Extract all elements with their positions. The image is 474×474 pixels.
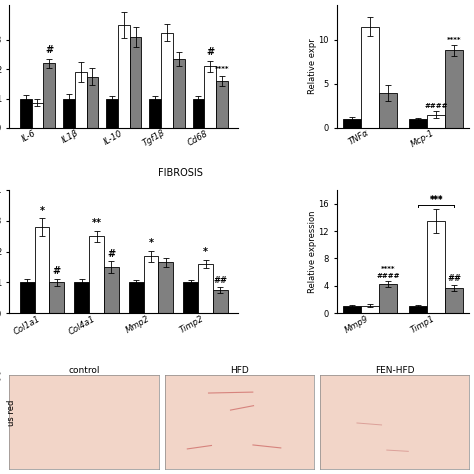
Bar xyxy=(149,99,161,128)
Bar xyxy=(144,256,158,313)
Bar xyxy=(49,283,64,313)
Bar xyxy=(89,236,104,313)
Text: ####: #### xyxy=(425,103,448,109)
Bar xyxy=(445,288,463,313)
Y-axis label: Relative expr: Relative expr xyxy=(308,38,317,94)
Bar xyxy=(183,283,198,313)
Bar xyxy=(173,59,184,128)
Text: #: # xyxy=(206,47,214,57)
Text: *: * xyxy=(148,238,154,248)
Text: ****: **** xyxy=(215,66,229,72)
Bar xyxy=(361,27,379,128)
Bar xyxy=(130,37,141,128)
Bar xyxy=(161,33,173,128)
Bar xyxy=(106,99,118,128)
Title: control: control xyxy=(68,366,100,375)
Bar xyxy=(129,283,144,313)
Text: *: * xyxy=(203,247,208,257)
Bar xyxy=(20,99,32,128)
Text: ##: ## xyxy=(447,274,461,283)
Text: **: ** xyxy=(91,218,101,228)
Bar xyxy=(428,115,445,128)
Bar xyxy=(216,81,228,128)
Bar xyxy=(410,306,428,313)
Bar xyxy=(379,92,397,128)
Bar xyxy=(87,76,98,128)
Bar xyxy=(74,283,89,313)
Text: ***: *** xyxy=(429,195,443,204)
Bar xyxy=(43,64,55,128)
Bar xyxy=(445,50,463,128)
Bar xyxy=(361,306,379,313)
Text: #: # xyxy=(45,46,53,55)
Bar xyxy=(35,227,49,313)
Text: FIBROSIS: FIBROSIS xyxy=(158,168,202,178)
Y-axis label: Relative expression: Relative expression xyxy=(308,210,317,293)
Bar xyxy=(343,119,361,128)
Text: ***: *** xyxy=(429,196,443,205)
Bar xyxy=(198,264,213,313)
Bar xyxy=(192,99,204,128)
Bar xyxy=(63,99,75,128)
Bar xyxy=(118,25,130,128)
Bar xyxy=(32,103,43,128)
Text: *: * xyxy=(39,206,45,216)
Text: ****: **** xyxy=(447,36,462,43)
Text: ##: ## xyxy=(213,275,228,284)
Bar xyxy=(213,290,228,313)
Text: us red: us red xyxy=(8,399,16,426)
Bar xyxy=(428,221,445,313)
Text: ****: **** xyxy=(381,266,395,272)
Title: FEN-HFD: FEN-HFD xyxy=(375,366,414,375)
Bar xyxy=(410,119,428,128)
Text: #: # xyxy=(53,266,61,276)
Bar xyxy=(204,66,216,128)
Bar xyxy=(20,283,35,313)
Bar xyxy=(379,284,397,313)
Bar xyxy=(75,72,87,128)
Bar xyxy=(104,267,119,313)
Text: #: # xyxy=(107,249,116,259)
Bar xyxy=(343,306,361,313)
Title: HFD: HFD xyxy=(230,366,249,375)
Bar xyxy=(158,263,173,313)
Text: ####: #### xyxy=(376,273,400,279)
